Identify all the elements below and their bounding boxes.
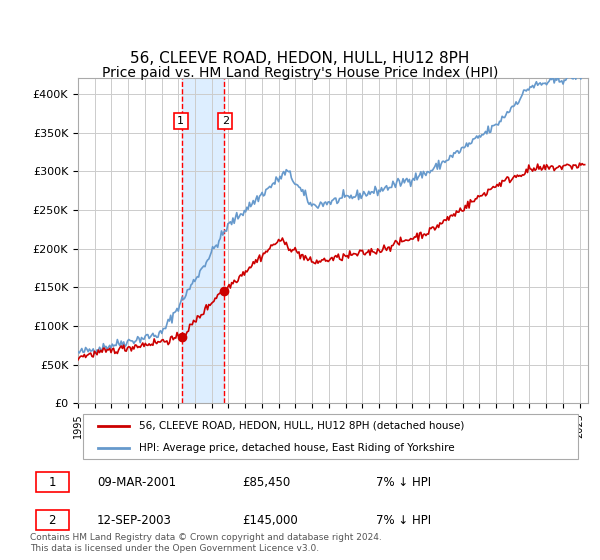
Text: £145,000: £145,000 bbox=[242, 514, 298, 526]
Text: 56, CLEEVE ROAD, HEDON, HULL, HU12 8PH (detached house): 56, CLEEVE ROAD, HEDON, HULL, HU12 8PH (… bbox=[139, 421, 464, 431]
Text: 7% ↓ HPI: 7% ↓ HPI bbox=[376, 514, 431, 526]
Text: £85,450: £85,450 bbox=[242, 476, 290, 489]
FancyBboxPatch shape bbox=[35, 510, 69, 530]
Text: 09-MAR-2001: 09-MAR-2001 bbox=[97, 476, 176, 489]
Text: 1: 1 bbox=[49, 476, 56, 489]
Text: 56, CLEEVE ROAD, HEDON, HULL, HU12 8PH: 56, CLEEVE ROAD, HEDON, HULL, HU12 8PH bbox=[130, 52, 470, 66]
Text: 2: 2 bbox=[222, 116, 229, 126]
Text: 7% ↓ HPI: 7% ↓ HPI bbox=[376, 476, 431, 489]
FancyBboxPatch shape bbox=[35, 472, 69, 492]
Text: Contains HM Land Registry data © Crown copyright and database right 2024.
This d: Contains HM Land Registry data © Crown c… bbox=[30, 533, 382, 553]
Text: HPI: Average price, detached house, East Riding of Yorkshire: HPI: Average price, detached house, East… bbox=[139, 443, 455, 453]
Text: 12-SEP-2003: 12-SEP-2003 bbox=[97, 514, 172, 526]
Bar bbox=[182, 78, 224, 403]
Text: 1: 1 bbox=[177, 116, 184, 126]
FancyBboxPatch shape bbox=[83, 414, 578, 459]
Text: 2: 2 bbox=[49, 514, 56, 526]
Text: Price paid vs. HM Land Registry's House Price Index (HPI): Price paid vs. HM Land Registry's House … bbox=[102, 66, 498, 80]
